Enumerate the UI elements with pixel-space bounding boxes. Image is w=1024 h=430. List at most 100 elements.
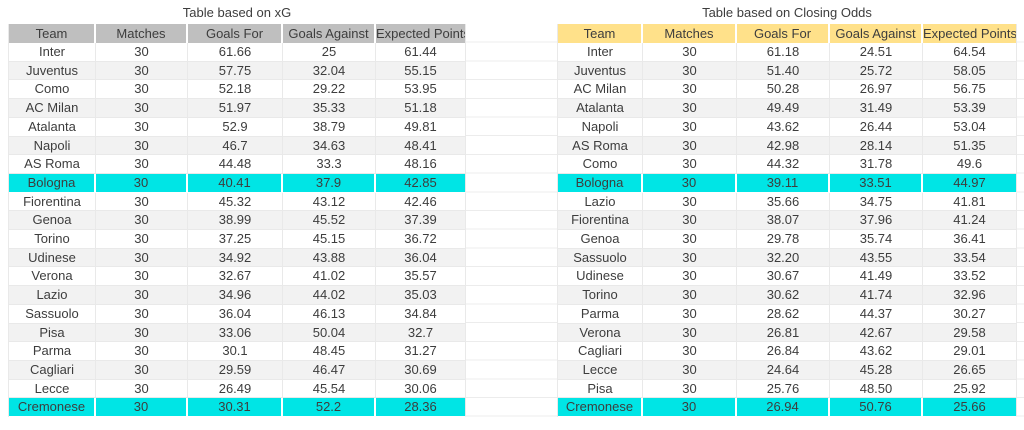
value-cell[interactable]: 30 [96, 230, 188, 249]
team-cell[interactable]: Torino [9, 230, 96, 249]
team-cell[interactable]: AS Roma [9, 155, 96, 174]
value-cell[interactable]: 48.50 [830, 379, 923, 399]
value-cell[interactable]: 45.54 [283, 379, 376, 399]
value-cell[interactable]: 35.74 [830, 230, 923, 249]
value-cell[interactable]: 34.63 [283, 136, 376, 156]
value-cell[interactable]: 29.22 [283, 80, 376, 100]
value-cell[interactable]: 35.03 [376, 286, 466, 305]
value-cell[interactable]: 44.37 [830, 304, 923, 324]
team-cell[interactable]: Como [558, 155, 643, 174]
value-cell[interactable]: 32.67 [188, 267, 283, 287]
closing-odds-table-title[interactable]: Table based on Closing Odds [702, 4, 872, 20]
value-cell[interactable]: 46.47 [283, 360, 376, 380]
value-cell[interactable]: 30 [643, 99, 737, 118]
value-cell[interactable]: 39.11 [737, 173, 830, 193]
value-cell[interactable]: 43.62 [830, 342, 923, 361]
value-cell[interactable]: 32.96 [923, 286, 1017, 305]
team-cell[interactable]: Inter [9, 43, 96, 62]
value-cell[interactable]: 30 [96, 267, 188, 287]
team-cell[interactable]: Verona [9, 267, 96, 287]
value-cell[interactable]: 36.04 [188, 304, 283, 324]
team-cell[interactable]: Pisa [558, 379, 643, 399]
value-cell[interactable]: 43.88 [283, 248, 376, 268]
value-cell[interactable]: 33.3 [283, 155, 376, 174]
value-cell[interactable]: 52.18 [188, 80, 283, 100]
team-cell[interactable]: Bologna [558, 173, 643, 193]
value-cell[interactable]: 61.18 [737, 43, 830, 62]
value-cell[interactable]: 29.59 [188, 360, 283, 380]
team-cell[interactable]: Juventus [9, 61, 96, 81]
closing-odds-table[interactable]: Team Matches Goals For Goals Against Expecte… [557, 24, 1017, 418]
team-cell[interactable]: Sassuolo [558, 248, 643, 268]
value-cell[interactable]: 30.06 [376, 379, 466, 399]
value-cell[interactable]: 30 [643, 323, 737, 343]
value-cell[interactable]: 30 [643, 211, 737, 231]
column-header[interactable]: Matches [96, 24, 188, 43]
value-cell[interactable]: 44.48 [188, 155, 283, 174]
value-cell[interactable]: 30 [643, 117, 737, 137]
team-cell[interactable]: Napoli [9, 136, 96, 156]
value-cell[interactable]: 26.65 [923, 360, 1017, 380]
value-cell[interactable]: 30 [643, 173, 737, 193]
value-cell[interactable]: 33.52 [923, 267, 1017, 287]
value-cell[interactable]: 45.28 [830, 360, 923, 380]
value-cell[interactable]: 30 [643, 286, 737, 305]
xg-table[interactable]: Team Matches Goals For Goals Against Expecte… [8, 24, 466, 418]
value-cell[interactable]: 34.84 [376, 304, 466, 324]
value-cell[interactable]: 26.81 [737, 323, 830, 343]
team-cell[interactable]: Cremonese [9, 398, 96, 418]
team-cell[interactable]: Fiorentina [9, 192, 96, 212]
team-cell[interactable]: Cagliari [9, 360, 96, 380]
value-cell[interactable]: 30 [96, 398, 188, 418]
team-cell[interactable]: Bologna [9, 173, 96, 193]
value-cell[interactable]: 53.95 [376, 80, 466, 100]
value-cell[interactable]: 30 [643, 80, 737, 100]
value-cell[interactable]: 30 [96, 192, 188, 212]
value-cell[interactable]: 51.18 [376, 99, 466, 118]
value-cell[interactable]: 53.04 [923, 117, 1017, 137]
xg-table-title[interactable]: Table based on xG [182, 4, 292, 20]
value-cell[interactable]: 37.96 [830, 211, 923, 231]
value-cell[interactable]: 49.6 [923, 155, 1017, 174]
value-cell[interactable]: 30 [96, 136, 188, 156]
value-cell[interactable]: 30 [96, 173, 188, 193]
value-cell[interactable]: 52.2 [283, 398, 376, 418]
value-cell[interactable]: 30.1 [188, 342, 283, 361]
team-cell[interactable]: Lecce [9, 379, 96, 399]
value-cell[interactable]: 43.62 [737, 117, 830, 137]
value-cell[interactable]: 48.16 [376, 155, 466, 174]
value-cell[interactable]: 34.75 [830, 192, 923, 212]
value-cell[interactable]: 24.64 [737, 360, 830, 380]
value-cell[interactable]: 30 [96, 99, 188, 118]
team-cell[interactable]: AC Milan [9, 99, 96, 118]
value-cell[interactable]: 50.04 [283, 323, 376, 343]
team-cell[interactable]: Pisa [9, 323, 96, 343]
value-cell[interactable]: 56.75 [923, 80, 1017, 100]
team-cell[interactable]: Juventus [558, 61, 643, 81]
team-cell[interactable]: Napoli [558, 117, 643, 137]
value-cell[interactable]: 28.14 [830, 136, 923, 156]
column-header[interactable]: Goals For [188, 24, 283, 43]
column-header[interactable]: Goals Against [283, 24, 376, 43]
value-cell[interactable]: 26.84 [737, 342, 830, 361]
value-cell[interactable]: 31.49 [830, 99, 923, 118]
value-cell[interactable]: 64.54 [923, 43, 1017, 62]
column-header[interactable]: Expected Points [376, 24, 466, 43]
value-cell[interactable]: 42.85 [376, 173, 466, 193]
value-cell[interactable]: 33.54 [923, 248, 1017, 268]
value-cell[interactable]: 30 [643, 398, 737, 418]
value-cell[interactable]: 30 [96, 360, 188, 380]
value-cell[interactable]: 33.06 [188, 323, 283, 343]
value-cell[interactable]: 36.72 [376, 230, 466, 249]
value-cell[interactable]: 30 [96, 43, 188, 62]
value-cell[interactable]: 38.07 [737, 211, 830, 231]
value-cell[interactable]: 34.96 [188, 286, 283, 305]
value-cell[interactable]: 37.39 [376, 211, 466, 231]
value-cell[interactable]: 41.74 [830, 286, 923, 305]
value-cell[interactable]: 61.44 [376, 43, 466, 62]
value-cell[interactable]: 50.76 [830, 398, 923, 418]
value-cell[interactable]: 30 [643, 304, 737, 324]
value-cell[interactable]: 32.20 [737, 248, 830, 268]
value-cell[interactable]: 30 [643, 267, 737, 287]
value-cell[interactable]: 37.25 [188, 230, 283, 249]
